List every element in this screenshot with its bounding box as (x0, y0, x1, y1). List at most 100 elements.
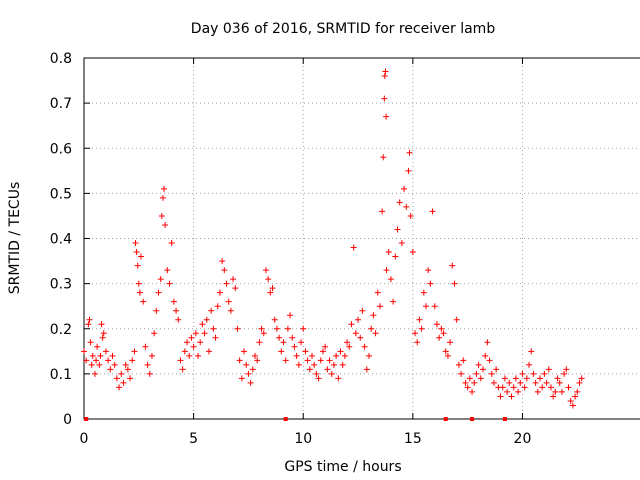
x-axis-label: GPS time / hours (284, 459, 401, 475)
data-point (379, 208, 386, 215)
data-point (552, 388, 559, 395)
data-point (412, 330, 419, 337)
data-point (111, 361, 118, 368)
data-point (205, 348, 212, 355)
data-point (85, 321, 92, 328)
data-point (380, 154, 387, 161)
data-point (517, 379, 524, 386)
data-point (469, 388, 476, 395)
data-point (223, 280, 230, 287)
data-point (330, 361, 337, 368)
data-point (376, 303, 383, 310)
data-point (219, 258, 226, 265)
data-point (245, 370, 252, 377)
data-point (142, 343, 149, 350)
data-point (113, 375, 120, 382)
data-point (508, 393, 515, 400)
data-point (230, 276, 237, 283)
data-point (260, 330, 267, 337)
data-point (98, 321, 105, 328)
data-point (521, 384, 528, 391)
data-point (370, 312, 377, 319)
data-point (385, 249, 392, 256)
data-point (287, 312, 294, 319)
data-point (576, 379, 583, 386)
data-point (462, 379, 469, 386)
data-point (317, 357, 324, 364)
data-point (158, 212, 165, 219)
data-point (473, 370, 480, 377)
data-point (477, 375, 484, 382)
data-point (453, 316, 460, 323)
data-point (94, 343, 101, 350)
data-point (243, 361, 250, 368)
data-point (523, 375, 530, 382)
data-point (565, 384, 572, 391)
data-point (93, 357, 100, 364)
data-point (396, 199, 403, 206)
data-point (359, 307, 366, 314)
data-point (144, 361, 151, 368)
data-point (383, 113, 390, 120)
data-point (256, 339, 263, 346)
data-point (168, 240, 175, 247)
data-point (357, 334, 364, 341)
data-point (159, 194, 166, 201)
x-tick-label: 15 (404, 431, 422, 447)
data-point (97, 352, 104, 359)
y-tick-label: 0.3 (50, 277, 72, 293)
data-point (348, 321, 355, 328)
data-point (416, 316, 423, 323)
data-point (282, 357, 289, 364)
data-point (501, 375, 508, 382)
data-point (306, 366, 313, 373)
data-point (512, 375, 519, 382)
data-point (278, 348, 285, 355)
data-point (197, 339, 204, 346)
grid-layer (84, 58, 640, 419)
data-point (436, 334, 443, 341)
data-point (81, 348, 87, 355)
data-point (442, 348, 449, 355)
data-point (440, 330, 447, 337)
data-point (574, 388, 581, 395)
data-point (295, 361, 302, 368)
data-point (444, 352, 451, 359)
data-point (561, 370, 568, 377)
data-point (550, 393, 557, 400)
baseline-marker (283, 417, 288, 421)
data-point (208, 307, 215, 314)
data-point (170, 298, 177, 305)
data-point (241, 348, 248, 355)
data-point (405, 167, 412, 174)
data-point (89, 352, 96, 359)
data-point (162, 221, 169, 228)
data-point (490, 379, 497, 386)
y-tick-label: 0.1 (50, 367, 72, 383)
data-point (201, 330, 208, 337)
data-point (363, 366, 370, 373)
data-point (269, 285, 276, 292)
data-point (493, 366, 500, 373)
data-point (291, 343, 298, 350)
data-point (124, 366, 131, 373)
data-point (273, 325, 280, 332)
x-tick-label: 5 (189, 431, 198, 447)
data-point (431, 303, 438, 310)
points-layer (81, 68, 585, 409)
x-tick-label: 10 (294, 431, 312, 447)
data-point (382, 68, 389, 75)
data-point (438, 325, 445, 332)
y-tick-label: 0.7 (50, 96, 72, 112)
data-point (361, 343, 368, 350)
data-point (107, 366, 114, 373)
data-point (140, 298, 147, 305)
data-point (88, 361, 95, 368)
data-point (188, 334, 195, 341)
data-point (381, 95, 388, 102)
data-point (423, 303, 429, 310)
y-tick-label: 0 (63, 412, 72, 428)
data-point (212, 334, 219, 341)
data-point (136, 289, 143, 296)
data-point (135, 280, 142, 287)
